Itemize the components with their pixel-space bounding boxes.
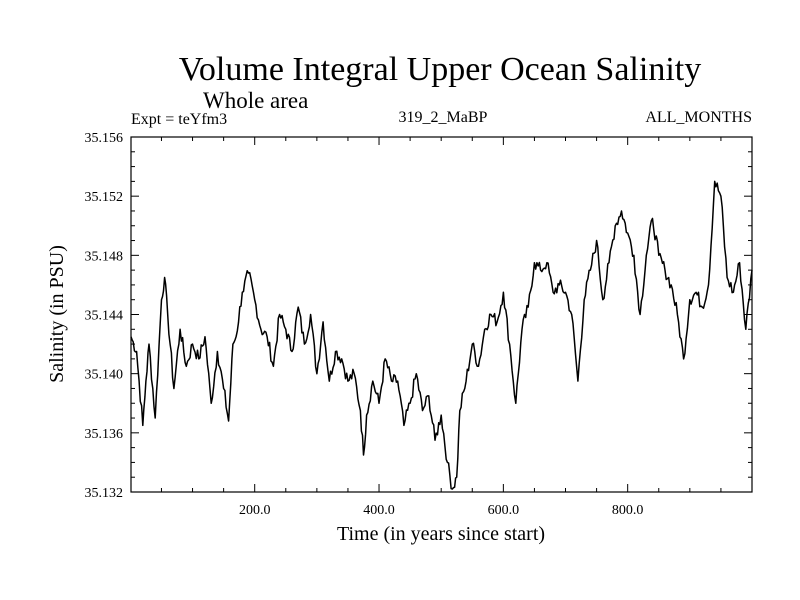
y-tick-label: 35.144: [85, 309, 124, 324]
months-label: ALL_MONTHS: [645, 109, 752, 126]
y-tick-label: 35.148: [85, 249, 124, 264]
chart-subtitle: Whole area: [203, 88, 308, 113]
x-tick-label: 400.0: [363, 503, 395, 518]
x-tick-label: 600.0: [488, 503, 520, 518]
experiment-label: Expt = teYfm3: [131, 111, 227, 128]
chart-title: Volume Integral Upper Ocean Salinity: [179, 51, 701, 88]
x-axis-label: Time (in years since start): [337, 523, 545, 545]
run-label: 319_2_MaBP: [399, 109, 488, 126]
plot-frame: [130, 136, 753, 493]
y-tick-label: 35.156: [85, 131, 124, 146]
x-tick-label: 200.0: [239, 503, 271, 518]
y-tick-label: 35.152: [85, 190, 124, 205]
salinity-series-line: [130, 180, 753, 490]
y-axis-label: Salinity (in PSU): [46, 245, 68, 383]
x-axis: 200.0 400.0 600.0 800.0: [160, 137, 722, 518]
y-tick-label: 35.136: [85, 427, 124, 442]
y-axis: 35.132 35.136 35.140 35.144 35.148 35.152 35.1…: [85, 131, 752, 501]
x-tick-label: 800.0: [612, 503, 644, 518]
y-tick-label: 35.140: [85, 368, 124, 383]
y-tick-label: 35.132: [85, 486, 124, 501]
